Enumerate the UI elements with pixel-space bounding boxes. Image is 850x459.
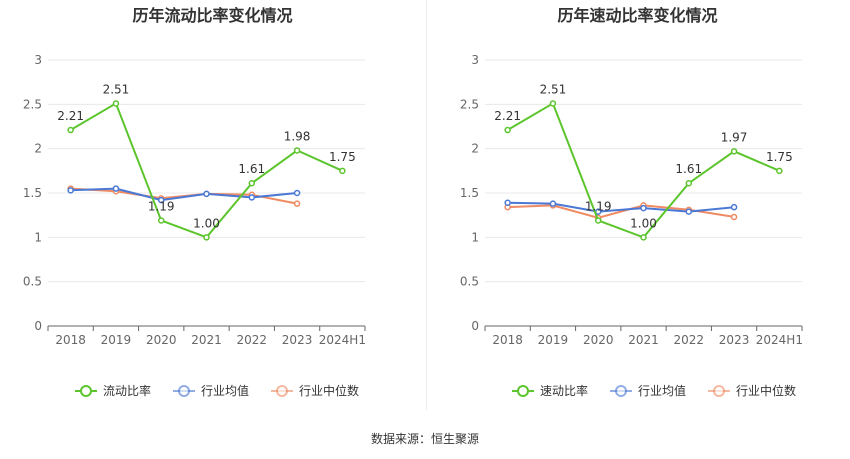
data-point [730, 213, 738, 221]
data-point [685, 208, 693, 215]
data-point [549, 200, 557, 207]
legend-label: 流动比率 [103, 383, 151, 398]
x-tick-label: 2022 [674, 333, 705, 347]
data-label: 1.98 [284, 129, 311, 143]
data-label: 1.75 [766, 150, 793, 164]
y-tick-label: 3 [34, 53, 42, 67]
data-point [640, 204, 647, 212]
data-label: 1.19 [148, 199, 175, 213]
x-tick-label: 2018 [55, 333, 86, 347]
y-tick-label: 0.5 [23, 275, 42, 289]
data-label: 1.97 [721, 130, 748, 144]
data-label: 2.21 [57, 109, 84, 123]
legend-label: 行业均值 [638, 383, 686, 398]
data-point [339, 167, 346, 175]
data-point [157, 196, 165, 204]
data-point [203, 234, 210, 241]
y-tick-label: 1 [471, 230, 479, 244]
data-point [112, 100, 120, 107]
y-tick-label: 1.5 [23, 186, 42, 200]
legend-item-1: 速动比率 [512, 383, 588, 398]
x-tick-label: 2023 [282, 333, 313, 347]
data-label: 2.51 [103, 82, 130, 96]
legend-item-3: 行业中位数 [271, 383, 359, 398]
legend-marker [713, 385, 725, 397]
legend-marker [615, 385, 627, 397]
legend-marker [276, 385, 288, 397]
y-tick-label: 2.5 [23, 97, 42, 111]
legend-marker [178, 385, 190, 397]
data-point [157, 217, 165, 224]
y-tick-label: 0 [34, 319, 42, 333]
y-tick-label: 1.5 [460, 186, 479, 200]
legend-label: 行业均值 [201, 383, 249, 398]
y-tick-label: 2 [471, 142, 479, 156]
x-tick-label: 2022 [237, 333, 268, 347]
chart-title-quick-ratio: 历年速动比率变化情况 [557, 6, 718, 25]
data-label: 1.61 [675, 162, 702, 176]
data-point [67, 187, 74, 194]
x-tick-label: 2024H1 [756, 333, 803, 347]
data-label: 1.61 [238, 162, 265, 176]
legend-label: 速动比率 [540, 383, 588, 398]
data-point [293, 189, 301, 197]
legend-item-2: 行业均值 [610, 383, 686, 398]
legend-item-3: 行业中位数 [708, 383, 796, 398]
data-point [776, 167, 783, 175]
legend-item-2: 行业均值 [173, 383, 249, 398]
panel-divider [426, 0, 427, 410]
data-label: 1.00 [193, 216, 220, 230]
x-tick-label: 2018 [492, 333, 523, 347]
data-point [730, 148, 738, 155]
data-point [248, 194, 256, 201]
data-point [293, 200, 301, 207]
data-point [504, 126, 511, 134]
x-tick-label: 2020 [146, 333, 177, 347]
legend-label: 行业中位数 [299, 383, 359, 398]
x-tick-label: 2024H1 [319, 333, 366, 347]
data-label: 2.21 [494, 109, 521, 123]
series-line-2 [507, 201, 735, 213]
chart-1: 0 0.5 1 1.5 2 2.5 3 2018 2019 2020 2021 2022 2023 202… [23, 53, 366, 398]
x-tick-label: 2021 [628, 333, 659, 347]
y-tick-label: 0.5 [460, 275, 479, 289]
data-source-label: 数据来源：恒生聚源 [370, 432, 479, 446]
legend-marker [517, 385, 529, 397]
data-point [594, 217, 602, 224]
series-line-3 [507, 204, 735, 219]
data-point [203, 190, 210, 198]
data-point [112, 185, 120, 192]
legend-label: 行业中位数 [736, 383, 796, 398]
data-label: 1.19 [585, 199, 612, 213]
data-point [248, 179, 256, 187]
y-tick-label: 2.5 [460, 97, 479, 111]
x-tick-label: 2023 [719, 333, 750, 347]
y-tick-label: 1 [34, 230, 42, 244]
x-tick-label: 2019 [538, 333, 569, 347]
legend-item-1: 流动比率 [75, 383, 151, 398]
chart-title-current-ratio: 历年流动比率变化情况 [132, 6, 293, 25]
x-tick-label: 2019 [101, 333, 132, 347]
data-point [549, 100, 557, 107]
y-tick-label: 2 [34, 142, 42, 156]
x-tick-label: 2020 [583, 333, 614, 347]
data-point [640, 234, 647, 241]
series-line-2 [70, 187, 298, 202]
data-point [685, 179, 693, 187]
data-point [67, 126, 74, 134]
legend-marker [80, 385, 92, 397]
x-tick-label: 2021 [191, 333, 222, 347]
data-point [293, 147, 301, 154]
data-label: 1.00 [630, 216, 657, 230]
data-point [730, 203, 738, 211]
chart-2: 0 0.5 1 1.5 2 2.5 3 2018 2019 2020 2021 2022 2023 202… [460, 53, 803, 398]
data-label: 1.75 [329, 150, 356, 164]
data-label: 2.51 [540, 82, 567, 96]
data-point [504, 199, 511, 207]
y-tick-label: 0 [471, 319, 479, 333]
y-tick-label: 3 [471, 53, 479, 67]
